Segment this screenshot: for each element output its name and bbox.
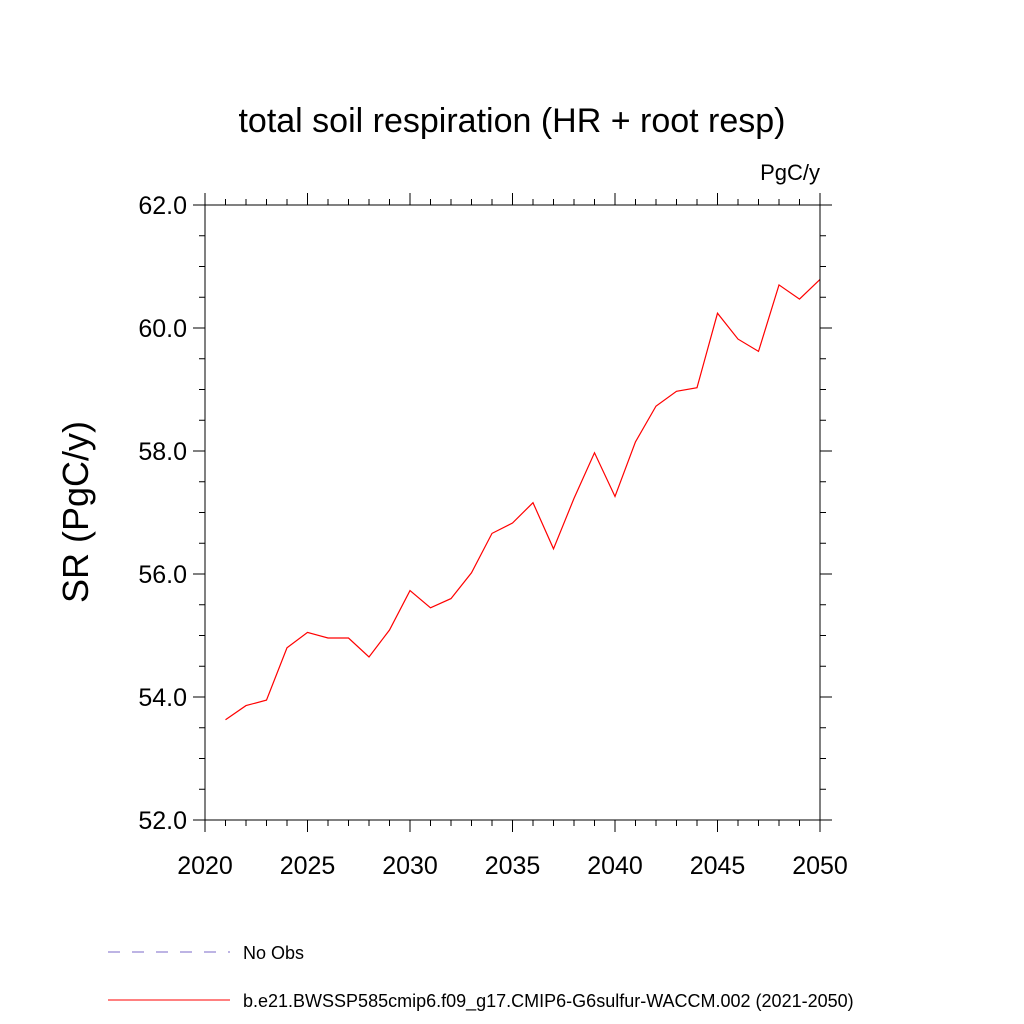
x-tick-label: 2035: [485, 852, 541, 880]
plot-frame: [204, 204, 821, 821]
legend: No Obs b.e21.BWSSP585cmip6.f09_g17.CMIP6-…: [108, 943, 854, 1012]
x-tick-label: 2045: [690, 852, 746, 880]
y-tick-label: 56.0: [138, 561, 187, 589]
y-tick-label: 54.0: [138, 684, 187, 712]
x-tick-label: 2030: [382, 852, 438, 880]
x-tick-label: 2040: [587, 852, 643, 880]
y-tick-label: 58.0: [138, 438, 187, 466]
y-tick-label: 60.0: [138, 315, 187, 343]
chart-title: total soil respiration (HR + root resp): [238, 102, 785, 140]
y-tick-label: 52.0: [138, 807, 187, 835]
x-tick-label: 2025: [280, 852, 336, 880]
x-tick-label: 2050: [792, 852, 848, 880]
units-label: PgC/y: [760, 160, 820, 185]
y-tick-label: 62.0: [138, 192, 187, 220]
x-tick-label: 2020: [177, 852, 233, 880]
legend-label: b.e21.BWSSP585cmip6.f09_g17.CMIP6-G6sulf…: [243, 991, 854, 1012]
y-axis-label: SR (PgC/y): [55, 421, 96, 603]
series-line-0: [225, 278, 821, 721]
series-lines: [225, 278, 821, 721]
legend-label: No Obs: [243, 943, 304, 963]
axis-ticks: 2020 2025 2030 2035 2040 2045 2050 52.0 54.0 56.0…: [138, 192, 847, 880]
